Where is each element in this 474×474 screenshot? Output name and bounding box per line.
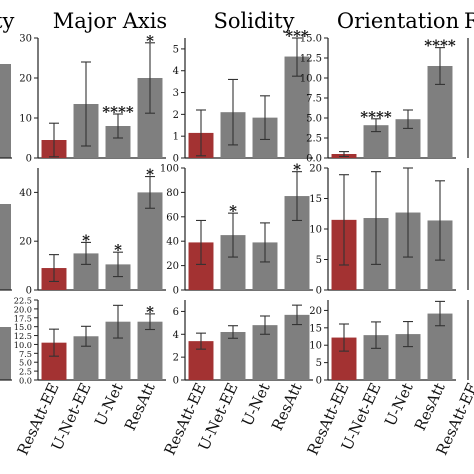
y-tick-label: 40 [19,188,32,199]
y-tick-label: 2 [173,353,179,364]
significance-marker: * [293,161,301,179]
panel-row3-orientation: 0 5 10 15 20 [309,300,456,387]
y-tick-label: 60 [166,212,179,223]
y-tick-label: 2.5 [19,367,32,377]
column-title-partial-right: R [464,9,474,33]
y-tick-label: 10.0 [300,74,322,85]
column-title-major-axis: Major Axis [53,9,167,33]
y-tick-label: 0 [316,376,322,387]
partial-bar-row3 [0,327,11,380]
y-tick-label: 10 [309,225,322,236]
chart-panels: 0102030*****012345***0.02.55.07.510.012.… [14,27,456,387]
x-tick-label: ResAtt [411,380,449,433]
y-tick-label: 30 [19,34,32,45]
y-tick-label: 2.5 [306,134,322,145]
y-tick-label: 20 [19,237,32,248]
y-tick-label: 15.0 [14,322,32,332]
significance-marker: **** [102,103,134,121]
significance-marker: **** [424,37,456,55]
column-title-solidity: Solidity [214,9,295,33]
y-tick-label: 15.0 [300,34,322,45]
y-tick-label: 5 [316,358,322,369]
y-tick-label: 0.0 [19,376,32,386]
y-tick-label: 0.0 [306,154,322,165]
significance-marker: * [82,231,90,249]
y-tick-label: 6 [173,307,179,318]
y-tick-label: 5.0 [19,358,32,368]
panel-row3-solidity: 0 2 4 6 [173,300,313,387]
y-tick-label: 7.5 [306,94,322,105]
bar-ResAtt [137,321,163,380]
significance-marker: * [146,166,154,184]
y-tick-label: 20 [309,306,322,317]
y-tick-label: 22.5 [14,296,32,306]
x-tick-label: ResAtt [121,380,159,433]
y-tick-label: 5.0 [306,114,322,125]
column-title-partial-left: ty [0,9,14,33]
significance-marker: **** [360,108,392,126]
y-tick-label: 80 [166,188,179,199]
y-tick-label: 1 [173,132,179,143]
y-tick-label: 0 [316,286,322,297]
y-tick-label: 0 [173,154,179,165]
panel-row3-major-axis: 0.02.55.07.510.012.515.017.520.022.5 * [14,296,166,386]
panel-row1-orientation: 0.0 2.5 5.0 7.5 10.0 12.5 15.0 **** **** [300,34,456,165]
y-tick-label: 2 [173,110,179,121]
x-tick-label: U-Net [381,380,417,429]
x-tick-label: ResAtt [268,380,306,433]
panel-row2-orientation: 0 5 10 15 20 [309,164,456,297]
partial-left-column [0,64,12,381]
y-tick-label: 20 [19,74,32,85]
y-tick-label: 0 [173,286,179,297]
y-tick-label: 12.5 [14,331,32,341]
panel-row2-solidity: 0 20 40 60 80 100 * * [160,161,313,297]
y-tick-label: 0 [26,154,32,165]
partial-bar-row2 [0,204,11,290]
x-tick-label: U-Net [91,380,127,429]
y-tick-label: 20 [166,261,179,272]
y-tick-label: 10 [309,341,322,352]
y-tick-label: 15 [309,323,322,334]
y-tick-label: 20.0 [14,304,32,314]
y-tick-label: 12.5 [300,54,322,65]
significance-marker: * [146,32,154,50]
y-tick-label: 20 [309,164,322,175]
panel-row1-solidity: 0 1 2 3 4 5 *** [173,27,313,165]
y-tick-label: 4 [173,330,179,341]
y-tick-label: 10.0 [14,340,32,350]
bar-ResAtt [284,314,310,380]
significance-marker: *** [285,27,309,45]
y-tick-label: 0 [26,286,32,297]
y-tick-label: 10 [19,114,32,125]
y-tick-label: 40 [166,237,179,248]
y-tick-label: 100 [160,164,179,175]
x-tick-label: U-Net [238,380,274,429]
y-tick-label: 5 [173,44,179,55]
column-titles: ty Major Axis Solidity Orientation R [0,9,474,33]
y-tick-label: 5 [316,255,322,266]
bar-U-Net-EE [220,332,246,380]
y-tick-label: 17.5 [14,313,32,323]
significance-marker: * [229,202,237,220]
y-tick-label: 4 [173,66,179,77]
y-tick-label: 15 [309,194,322,205]
significance-marker: * [146,303,154,321]
significance-marker: * [114,241,122,259]
y-tick-label: 7.5 [19,349,32,359]
y-tick-label: 3 [173,88,179,99]
y-tick-label: 0 [173,376,179,387]
column-title-orientation: Orientation [337,9,459,33]
panel-row2-major-axis: 0 20 40 * * * [19,166,166,297]
partial-bar-row1 [0,64,11,158]
